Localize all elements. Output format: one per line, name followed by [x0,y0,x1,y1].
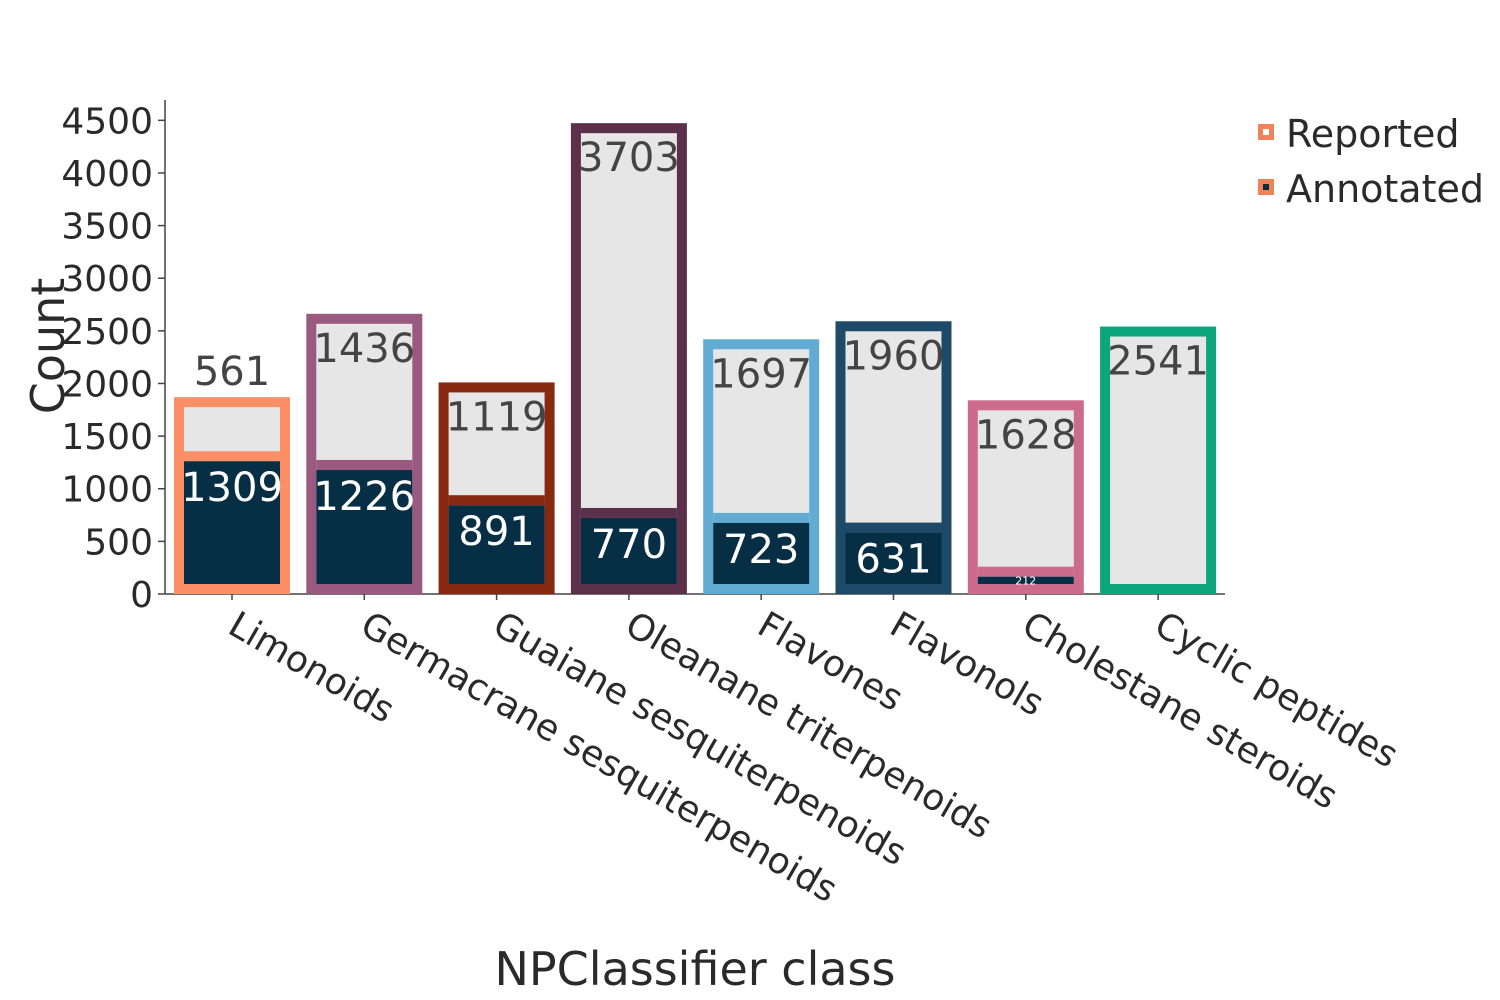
bar-separator [580,507,677,518]
legend-label: Annotated [1286,167,1484,211]
bar-annotated [316,469,413,584]
value-label-reported: 1697 [710,351,812,397]
y-tick-label: 500 [84,522,153,563]
value-label-reported: 1960 [843,333,945,379]
bar-annotated [448,505,545,584]
y-axis-title: Count [21,278,75,415]
bar-separator [316,459,413,470]
value-label-reported: 1436 [313,326,415,372]
bar-separator [448,495,545,506]
axes: 0 500 1000 1500 2000 2500 3000 3500 4000 4500 [61,100,1225,616]
bars: 1309 561 1226 1436 891 1119 770 3703 723 1697 631 1… [174,123,1217,594]
value-label-annotated: 723 [723,527,799,573]
y-tick-label: 3000 [61,259,153,300]
y-tick-label: 3500 [61,207,153,248]
value-label-reported: 1628 [975,412,1077,458]
y-tick-label: 0 [130,575,153,616]
x-axis-title: NPClassifier class [495,942,896,996]
bar-reported [1110,336,1207,584]
bar-separator [713,512,810,523]
value-label-annotated: 1226 [313,474,415,520]
bar-reported [977,410,1074,584]
legend-swatch-inner [1263,129,1269,135]
legend-item: Reported [1258,112,1459,156]
value-label-annotated: 770 [591,522,667,568]
y-tick-label: 4000 [61,154,153,195]
bar-separator [845,522,942,533]
bar-annotated [713,522,810,584]
legend-label: Reported [1286,112,1459,156]
value-label-annotated: 1309 [181,465,283,511]
legend-item: Annotated [1258,167,1484,211]
bar-annotated [845,532,942,584]
value-label-annotated: 891 [458,509,534,555]
legend: Reported Annotated [1258,112,1484,211]
value-label-annotated: 212 [1015,574,1036,587]
bar-annotated [580,517,677,584]
bar-annotated [184,461,280,584]
bar-separator [977,566,1074,577]
y-tick-label: 4500 [61,101,153,142]
bar-separator [184,451,280,462]
y-tick-label: 2000 [61,364,153,405]
value-label-reported: 2541 [1107,339,1209,385]
y-tick-label: 1500 [61,417,153,458]
value-label-reported: 1119 [446,394,548,440]
value-label-reported: 3703 [578,135,680,181]
y-tick-label: 1000 [61,470,153,511]
value-label-annotated: 631 [855,537,931,583]
value-label-reported: 561 [194,349,270,395]
bar-annotated [977,576,1074,584]
legend-swatch-inner [1263,184,1269,190]
y-tick-label: 2500 [61,312,153,353]
